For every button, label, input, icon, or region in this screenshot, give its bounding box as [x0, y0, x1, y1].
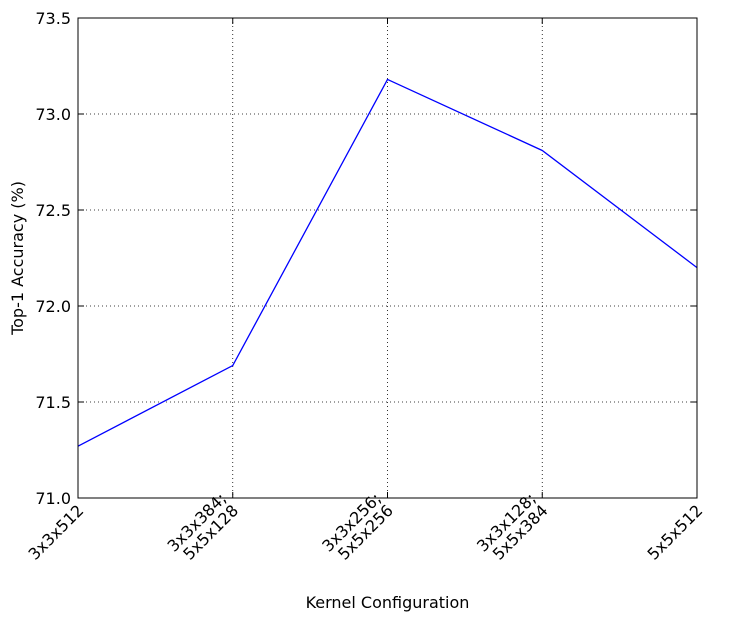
x-tick-label: 3x3x128;5x5x384 — [473, 489, 552, 564]
grid-lines — [78, 18, 697, 498]
y-tick-label: 72.0 — [35, 297, 71, 316]
x-tick-labels: 3x3x512 3x3x384;5x5x128 3x3x256;5x5x256 3x3… — [25, 489, 707, 564]
y-tick-labels: 71.0 71.5 72.0 72.5 73.0 73.5 — [35, 9, 71, 508]
y-tick-label: 72.5 — [35, 201, 71, 220]
x-tick-label-line: 5x5x512 — [644, 501, 707, 564]
y-tick-label: 73.0 — [35, 105, 71, 124]
series-layer — [77, 78, 698, 447]
y-tick-label: 71.0 — [35, 489, 71, 508]
x-axis-label: Kernel Configuration — [306, 593, 470, 612]
series-line — [77, 78, 698, 447]
y-axis-label: Top-1 Accuracy (%) — [8, 181, 27, 336]
x-tick-label: 3x3x256;5x5x256 — [318, 489, 397, 564]
y-tick-label: 71.5 — [35, 393, 71, 412]
y-tick-label: 73.5 — [35, 9, 71, 28]
ticks — [77, 17, 698, 499]
x-tick-label: 5x5x512 — [644, 501, 707, 564]
x-tick-label-line: 3x3x512 — [25, 501, 88, 564]
x-tick-label: 3x3x512 — [25, 501, 88, 564]
x-tick-label: 3x3x384;5x5x128 — [163, 489, 242, 564]
